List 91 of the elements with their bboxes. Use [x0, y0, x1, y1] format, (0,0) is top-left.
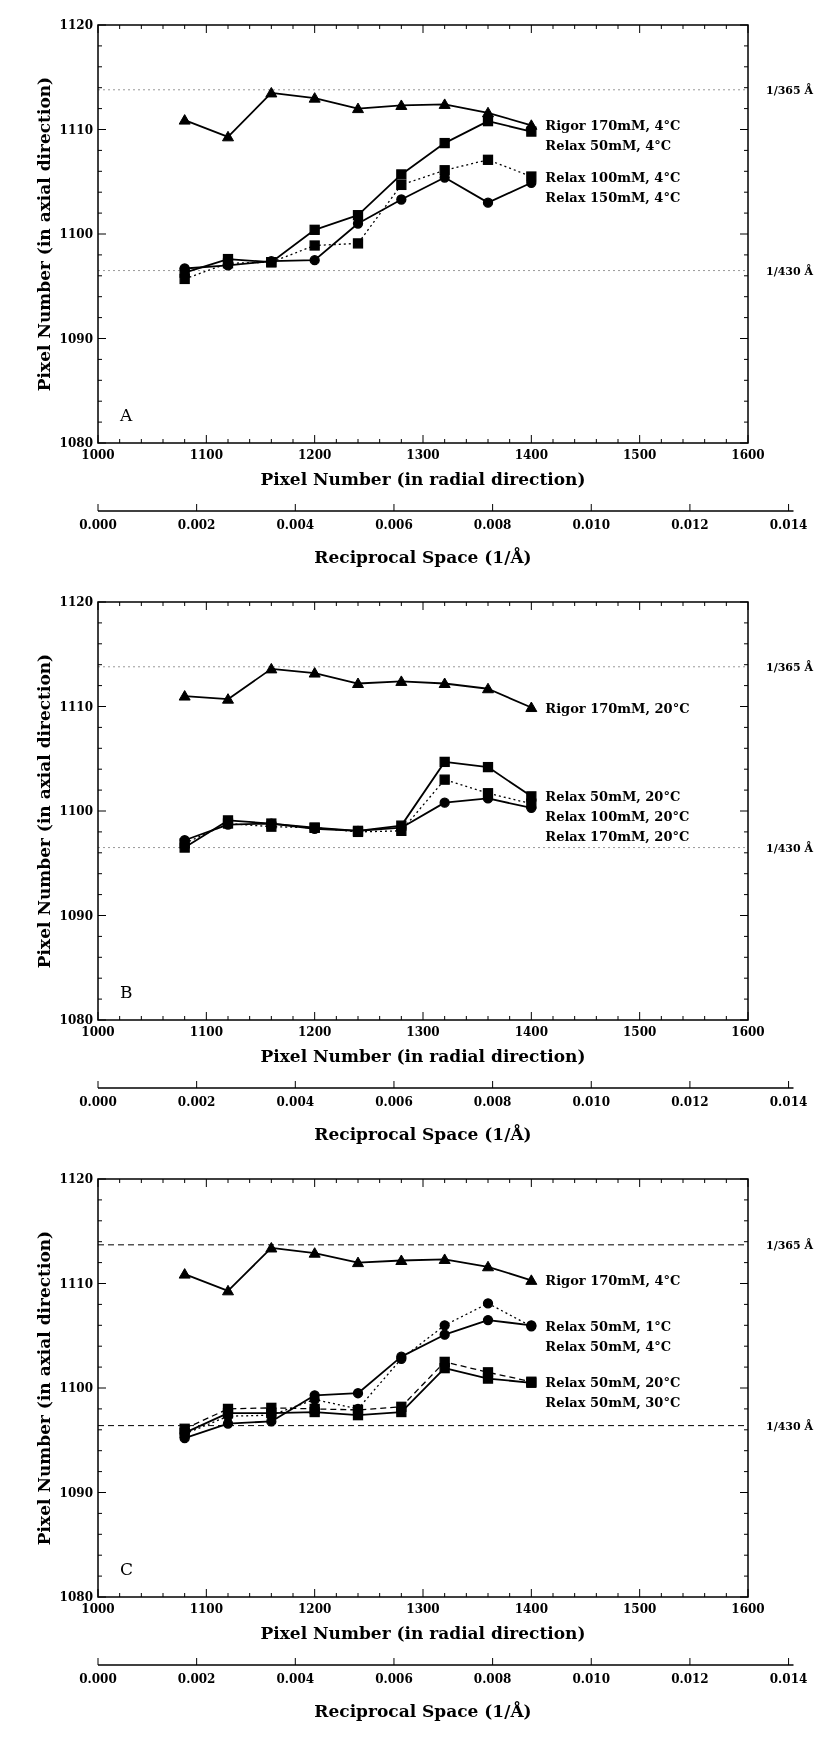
- y-tick-label: 1120: [59, 1172, 93, 1186]
- x2-tick-label: 0.000: [79, 1672, 117, 1686]
- x-tick-label: 1000: [81, 1025, 115, 1039]
- x2-tick-label: 0.008: [473, 1095, 512, 1109]
- y-tick-label: 1090: [59, 1485, 93, 1500]
- x2-tick-label: 0.014: [769, 1672, 808, 1686]
- annotation: A: [119, 405, 133, 425]
- y-tick-label: 1120: [59, 18, 93, 32]
- y-tick-label: 1090: [59, 908, 93, 923]
- ref-line-label: 1/365 Å: [766, 82, 814, 97]
- x-tick-label: 1500: [622, 1602, 657, 1616]
- x-tick-label: 1300: [406, 1602, 440, 1616]
- y-tick-label: 1090: [59, 331, 93, 346]
- y-tick-label: 1080: [59, 436, 93, 450]
- y-tick-label: 1080: [59, 1590, 93, 1604]
- x-tick-label: 1500: [622, 1025, 657, 1039]
- x2-tick-label: 0.002: [177, 1672, 216, 1686]
- x2-tick-label: 0.012: [671, 1672, 709, 1686]
- x2-axis-title: Reciprocal Space (1/Å): [314, 1123, 532, 1144]
- x2-tick-label: 0.002: [177, 1095, 216, 1109]
- x2-tick-label: 0.006: [375, 518, 413, 532]
- x2-tick-label: 0.014: [769, 518, 808, 532]
- x2-tick-label: 0.004: [276, 518, 315, 532]
- series-label: Relax 50mM, 30°C: [545, 1394, 681, 1410]
- y-tick-label: 1120: [59, 595, 93, 609]
- series-label: Relax 50mM, 20°C: [545, 1374, 681, 1390]
- series-label: Relax 100mM, 20°C: [545, 809, 690, 825]
- x2-tick-label: 0.004: [276, 1672, 315, 1686]
- series-label: Relax 50mM, 20°C: [545, 789, 681, 805]
- x-tick-label: 1500: [622, 448, 657, 462]
- y-axis-title: Pixel Number (in axial direction): [34, 653, 54, 969]
- x-tick-label: 1400: [514, 448, 549, 462]
- ref-line-label: 1/430 Å: [766, 263, 814, 278]
- series-label: Relax 100mM, 4°C: [545, 169, 681, 185]
- series-label: Relax 150mM, 4°C: [545, 189, 681, 205]
- x2-tick-label: 0.014: [769, 1095, 808, 1109]
- x2-tick-label: 0.012: [671, 518, 709, 532]
- y-tick-label: 1110: [59, 699, 93, 714]
- x2-tick-label: 0.006: [375, 1095, 413, 1109]
- x-tick-label: 1000: [81, 1602, 115, 1616]
- x2-tick-label: 0.004: [276, 1095, 315, 1109]
- series-label: Relax 50mM, 4°C: [545, 138, 672, 154]
- series-label: Relax 50mM, 4°C: [545, 1339, 672, 1355]
- x2-tick-label: 0.000: [79, 518, 117, 532]
- annotation: B: [120, 982, 133, 1002]
- x2-tick-label: 0.006: [375, 1672, 413, 1686]
- x-tick-label: 1300: [406, 448, 440, 462]
- y-tick-label: 1080: [59, 1013, 93, 1027]
- x-tick-label: 1300: [406, 1025, 440, 1039]
- x-axis-title: Pixel Number (in radial direction): [260, 469, 586, 489]
- y-tick-label: 1100: [59, 227, 93, 241]
- x-tick-label: 1400: [514, 1025, 549, 1039]
- x2-tick-label: 0.002: [177, 518, 216, 532]
- x-tick-label: 1000: [81, 448, 115, 462]
- series-label: Relax 170mM, 20°C: [545, 829, 690, 845]
- series-label: Rigor 170mM, 4°C: [545, 1273, 681, 1289]
- x-tick-label: 1200: [297, 1602, 332, 1616]
- y-axis-title: Pixel Number (in axial direction): [34, 1230, 54, 1546]
- x2-tick-label: 0.008: [473, 1672, 512, 1686]
- x-axis-title: Pixel Number (in radial direction): [260, 1046, 586, 1066]
- y-tick-label: 1100: [59, 804, 93, 818]
- y-tick-label: 1100: [59, 1381, 93, 1395]
- ref-line-label: 1/365 Å: [766, 659, 814, 674]
- x-tick-label: 1100: [189, 448, 224, 462]
- series-label: Rigor 170mM, 4°C: [545, 118, 681, 134]
- x2-tick-label: 0.000: [79, 1095, 117, 1109]
- x-tick-label: 1600: [731, 1025, 765, 1039]
- y-axis-title: Pixel Number (in axial direction): [34, 76, 54, 392]
- x-tick-label: 1600: [731, 1602, 765, 1616]
- ref-line-label: 1/365 Å: [766, 1237, 814, 1252]
- x-tick-label: 1400: [514, 1602, 549, 1616]
- x2-tick-label: 0.010: [572, 1095, 611, 1109]
- x2-tick-label: 0.012: [671, 1095, 709, 1109]
- x-tick-label: 1600: [731, 448, 765, 462]
- x-tick-label: 1100: [189, 1602, 224, 1616]
- x-tick-label: 1100: [189, 1025, 224, 1039]
- x-tick-label: 1200: [297, 1025, 332, 1039]
- x2-tick-label: 0.010: [572, 518, 611, 532]
- series-label: Rigor 170mM, 20°C: [545, 700, 690, 716]
- x-tick-label: 1200: [297, 448, 332, 462]
- y-tick-label: 1110: [59, 1276, 93, 1291]
- series-label: Relax 50mM, 1°C: [545, 1319, 672, 1335]
- x-axis-title: Pixel Number (in radial direction): [260, 1623, 586, 1643]
- annotation: C: [120, 1559, 134, 1579]
- y-tick-label: 1110: [59, 122, 93, 137]
- x2-tick-label: 0.010: [572, 1672, 611, 1686]
- ref-line-label: 1/430 Å: [766, 1418, 814, 1433]
- x2-axis-title: Reciprocal Space (1/Å): [314, 1700, 532, 1721]
- ref-line-label: 1/430 Å: [766, 840, 814, 855]
- x2-tick-label: 0.008: [473, 518, 512, 532]
- x2-axis-title: Reciprocal Space (1/Å): [314, 546, 532, 567]
